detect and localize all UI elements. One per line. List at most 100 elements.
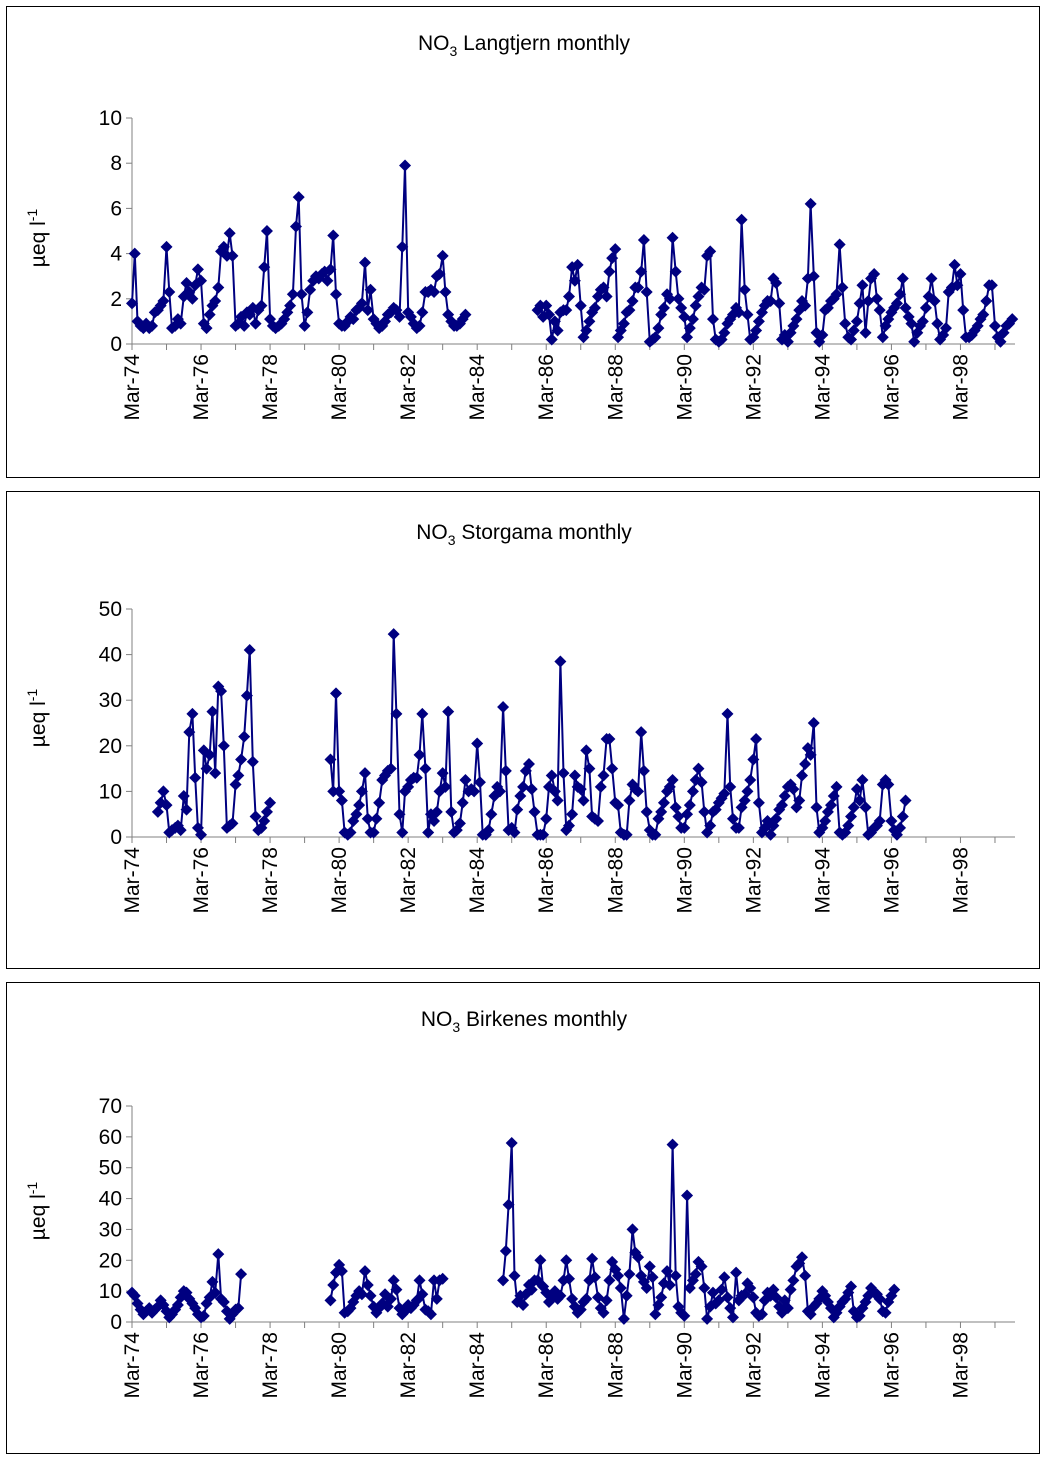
data-point [885,815,898,828]
data-point [750,732,763,745]
data-point [747,753,760,766]
data-point [845,333,858,346]
data-point [217,739,230,752]
data-point [566,1292,579,1305]
data-point [640,1282,653,1295]
x-tick-label: Mar-92 [742,847,765,914]
data-point [807,717,820,729]
data-point [387,1274,400,1287]
data-point [238,730,251,743]
data-point [612,1269,625,1282]
data-point [215,685,228,698]
data-point [381,1300,394,1313]
data-point [666,774,679,786]
x-tick-label: Mar-90 [673,354,696,421]
data-point [163,286,176,299]
data-point [522,758,535,771]
data-point [657,1277,670,1290]
data-point [839,317,852,330]
data-point [896,810,909,823]
data-point [606,1255,619,1268]
data-point [439,286,452,299]
data-point [292,191,305,204]
data-point [661,1265,674,1278]
data-point [393,808,406,821]
data-point [574,1303,587,1316]
data-point [324,1294,337,1307]
data-point [672,810,685,823]
data-point [574,299,587,312]
x-tick-label: Mar-96 [880,354,903,421]
data-point [197,1309,210,1322]
data-point [373,1302,386,1315]
data-point [669,1269,682,1282]
data-point [497,1274,510,1287]
x-tick-label: Mar-74 [121,1332,144,1399]
data-point [738,283,751,296]
data-point [816,328,829,341]
y-tick-label: 10 [99,1280,122,1303]
data-point [715,1283,728,1296]
data-point [355,297,368,310]
data-point [321,274,334,287]
data-point [692,762,705,775]
data-point [212,680,225,693]
data-point [810,801,823,814]
data-point [767,819,780,832]
data-point [925,272,938,285]
data-point [845,810,858,823]
langtjern-chart: NO3 Langtjern monthly µeq l-1 0 2 4 6 8 10 Mar… [24,32,1019,421]
data-point [890,828,903,841]
x-tick-label: Mar-74 [121,354,144,421]
data-point [635,726,648,739]
data-point [948,258,961,271]
data-point [951,279,964,292]
data-point [548,315,561,328]
data-point [180,276,193,289]
data-point [330,1266,343,1279]
chart-title: NO3 Birkenes monthly [421,1008,628,1035]
data-point [819,815,832,828]
data-point [698,1282,711,1295]
x-tick-label: Mar-82 [397,847,420,914]
data-point [355,1288,368,1301]
data-point [260,225,273,237]
x-tick-label: Mar-94 [811,847,834,914]
data-point [928,295,941,308]
data-point [606,252,619,265]
x-tick-label: Mar-86 [535,847,558,914]
y-tick-label: 0 [110,1311,122,1334]
data-point [614,1282,627,1295]
data-point [459,308,472,321]
data-point [580,1292,593,1305]
data-point [488,789,501,802]
data-point [479,828,492,841]
data-point [545,769,558,782]
data-point [195,274,208,287]
x-tick-label: Mar-92 [742,1332,765,1399]
data-point [695,776,708,789]
data-point [678,310,691,323]
data-point [847,324,860,337]
data-point [683,799,696,812]
data-point [908,335,921,348]
data-point [364,283,377,296]
data-point [361,812,374,825]
data-point [678,1309,691,1322]
data-point [249,317,262,330]
data-point [870,292,883,305]
data-point [804,1308,817,1321]
data-point [873,815,886,828]
data-point [586,1252,599,1265]
data-point [741,785,754,798]
data-point [784,1283,797,1296]
data-point [706,1286,719,1299]
data-point [957,304,970,317]
data-point [519,1288,532,1301]
x-tick-label: Mar-84 [466,847,489,914]
data-point [726,812,739,825]
x-tick-label: Mar-92 [742,354,765,421]
data-point [692,290,705,303]
birkenes-chart: NO3 Birkenes monthly µeq l-1 0 10 20 30 40 50… [24,1008,1015,1399]
plot-area: 0 10 20 30 40 50 Mar-74 Mar-76 Mar-78 Mar-80 Mar-8… [99,598,1015,914]
